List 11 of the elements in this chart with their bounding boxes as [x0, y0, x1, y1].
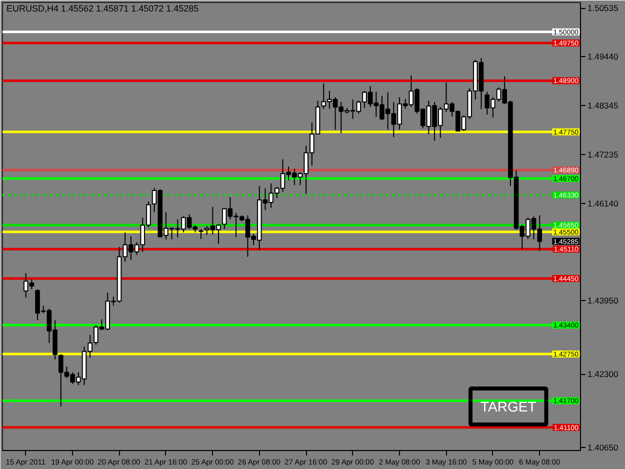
- y-tick-label: 1.40650: [588, 442, 618, 452]
- y-tick-label: 1.47235: [588, 150, 618, 160]
- y-tick-label: 1.46140: [588, 198, 618, 208]
- y-tick-label: 1.48345: [588, 100, 618, 110]
- y-tick-label: 1.50535: [588, 3, 618, 14]
- annotation: TARGET: [480, 398, 537, 414]
- y-tick-label: 1.42300: [588, 369, 618, 380]
- chart-title: EURUSD,H4 1.45562 1.45871 1.45072 1.45285: [6, 4, 199, 14]
- candlestick: [198, 228, 204, 240]
- y-tick-label: 1.43950: [588, 296, 618, 306]
- y-tick-label: 1.49440: [588, 52, 618, 62]
